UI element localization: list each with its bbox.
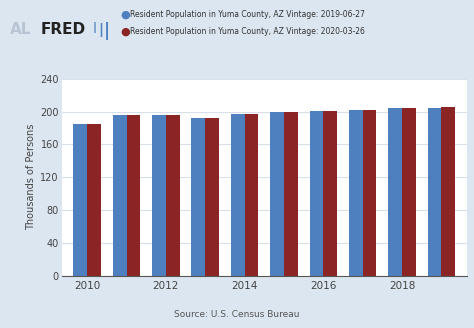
Bar: [87, 124, 101, 276]
Bar: [205, 118, 219, 276]
Bar: [388, 108, 402, 276]
Bar: [73, 124, 87, 276]
Bar: [363, 110, 376, 276]
Bar: [127, 115, 140, 276]
Bar: [349, 110, 363, 276]
Bar: [310, 111, 323, 276]
Bar: [284, 112, 298, 276]
Bar: [323, 111, 337, 276]
Text: Resident Population in Yuma County, AZ Vintage: 2019-06-27: Resident Population in Yuma County, AZ V…: [130, 10, 365, 19]
Text: |: |: [104, 22, 110, 40]
Bar: [428, 108, 441, 276]
Bar: [231, 114, 245, 276]
Text: FRED: FRED: [40, 22, 85, 37]
Text: |: |: [98, 23, 103, 36]
Text: Resident Population in Yuma County, AZ Vintage: 2020-03-26: Resident Population in Yuma County, AZ V…: [130, 27, 365, 36]
Text: AL: AL: [9, 22, 31, 37]
Bar: [166, 115, 180, 276]
Y-axis label: Thousands of Persons: Thousands of Persons: [26, 124, 36, 230]
Text: ●: ●: [121, 26, 131, 36]
Bar: [113, 115, 127, 276]
Bar: [245, 114, 258, 276]
Text: Source: U.S. Census Bureau: Source: U.S. Census Bureau: [174, 310, 300, 319]
Bar: [441, 107, 455, 276]
Bar: [402, 108, 416, 276]
Bar: [152, 115, 166, 276]
Text: ●: ●: [121, 10, 131, 20]
Bar: [191, 118, 205, 276]
Text: |: |: [92, 22, 96, 33]
Bar: [270, 112, 284, 276]
